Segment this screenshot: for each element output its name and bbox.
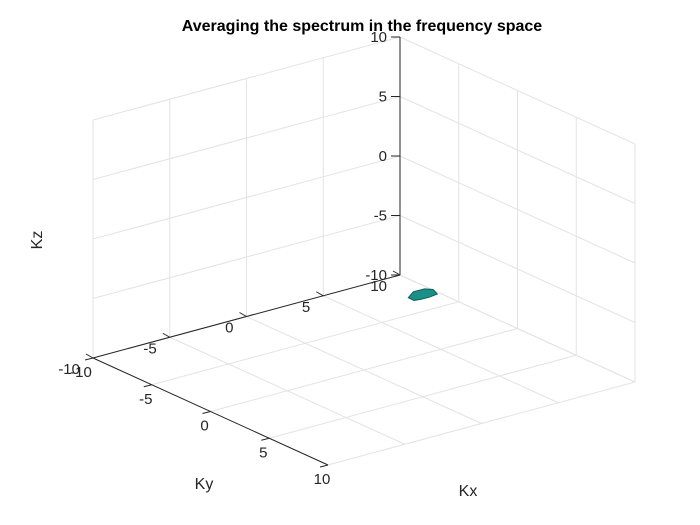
x-tick-mark: [319, 464, 329, 468]
x-tick-mark: [84, 357, 94, 361]
gridline-floor-y: [169, 336, 405, 445]
gridline-back-z: [399, 215, 636, 323]
x-tick-label: 5: [259, 444, 267, 461]
x-tick-label: -10: [70, 364, 92, 381]
y-tick-mark: [316, 291, 324, 297]
z-tick-label: -10: [365, 267, 387, 284]
x-tick-mark: [261, 437, 270, 441]
x-axis-label: Kx: [459, 483, 478, 500]
gridline-left-z: [92, 215, 401, 299]
y-axis-label: Ky: [195, 476, 214, 493]
z-tick-label: -5: [374, 208, 387, 225]
x-tick-label: 0: [200, 418, 208, 435]
y-tick-label: 0: [225, 320, 233, 337]
gridline-back-z: [399, 274, 636, 383]
x-tick-label: -5: [139, 391, 152, 408]
spectrum-surface: [407, 288, 439, 302]
gridline-back-z: [399, 96, 636, 204]
gridline-left-z: [92, 96, 401, 180]
data-layer: [407, 288, 439, 302]
grid-layer: [92, 36, 636, 466]
z-tick-label: 0: [379, 148, 387, 165]
z-axis-label: Kz: [29, 231, 46, 250]
gridline-floor-y: [323, 295, 559, 404]
x-tick-label: 10: [314, 471, 331, 488]
y-tick-mark: [85, 353, 94, 359]
y-tick-label: -10: [58, 361, 80, 378]
gridline-floor-y: [246, 316, 482, 424]
y-tick-mark: [239, 312, 247, 317]
axes-box: [84, 36, 401, 468]
gridline-left-z: [92, 155, 401, 240]
y-tick-mark: [162, 332, 170, 338]
gridline-left-z: [92, 36, 401, 121]
y-tick-label: 10: [370, 278, 387, 295]
gridline-back-z: [399, 155, 636, 264]
chart-title: Averaging the spectrum in the frequency …: [182, 18, 543, 35]
y-tick-label: -5: [143, 340, 156, 357]
x-tick-mark: [202, 411, 211, 414]
gridline-back-z: [399, 36, 636, 145]
y-tick-label: 5: [302, 299, 310, 316]
y-tick-mark: [392, 270, 401, 276]
z-tick-label: 10: [370, 29, 387, 46]
x-tick-mark: [143, 384, 152, 388]
z-tick-label: 5: [379, 89, 387, 106]
